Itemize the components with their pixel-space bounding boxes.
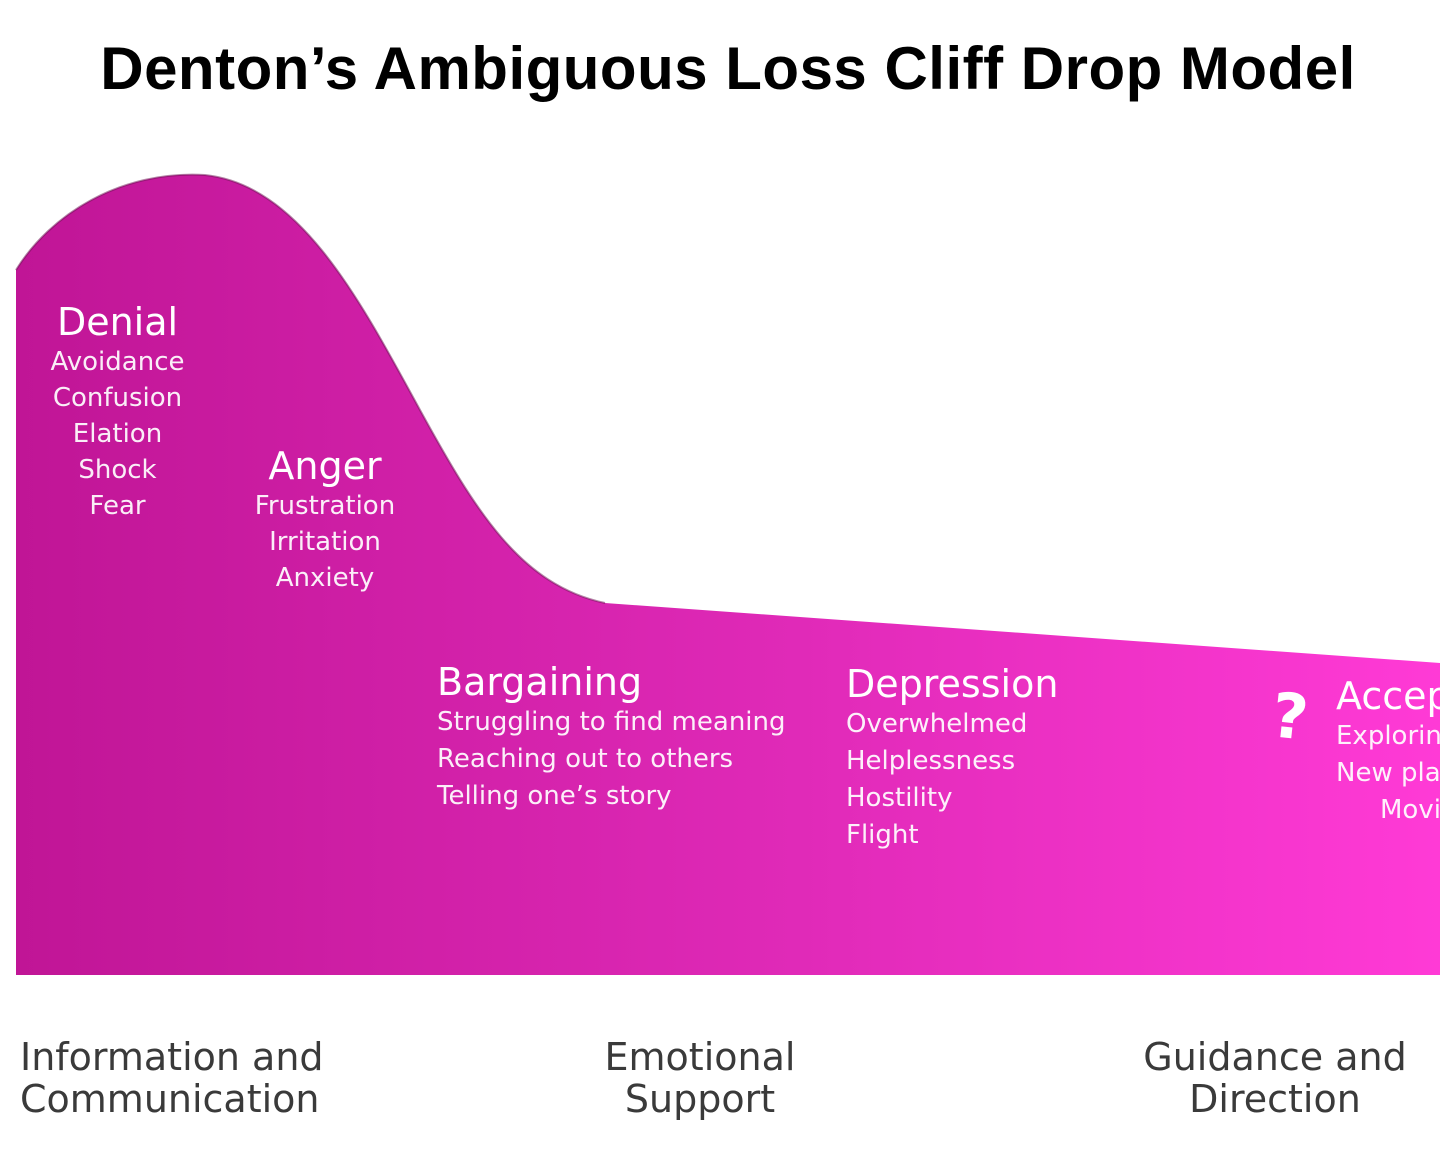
diagram-title: Denton’s Ambiguous Loss Cliff Drop Model	[100, 35, 1356, 102]
stage-item: Elation	[72, 419, 163, 449]
stage-acceptance: Accept Exploring New plan Movin	[1336, 674, 1456, 829]
stage-item: Exploring	[1336, 721, 1456, 751]
stage-item: Shock	[78, 455, 157, 485]
stage-denial: Denial Avoidance Confusion Elation Shock…	[30, 300, 205, 524]
curve-shape	[16, 174, 1440, 975]
support-label-line: Information and	[20, 1035, 324, 1079]
stage-item: Flight	[846, 820, 919, 850]
stage-name: Depression	[846, 662, 1059, 706]
support-label-guidance: Guidance and Direction	[1130, 1036, 1420, 1120]
curve-outline	[15, 173, 606, 604]
stage-item: Irritation	[269, 527, 381, 557]
stage-item: New plan	[1336, 758, 1456, 788]
stage-name: Accept	[1336, 674, 1456, 718]
stage-item: Movin	[1380, 795, 1456, 825]
stage-item: Anxiety	[275, 563, 375, 593]
support-label-emotional: Emotional Support	[560, 1036, 840, 1120]
stage-name: Anger	[268, 444, 382, 488]
stage-item: Telling one’s story	[437, 781, 672, 811]
stage-item: Struggling to find meaning	[437, 707, 786, 737]
support-label-line: Communication	[20, 1077, 320, 1121]
support-label-line: Emotional	[604, 1035, 796, 1079]
stage-item: Overwhelmed	[846, 709, 1028, 739]
stage-item: Reaching out to others	[437, 744, 734, 774]
support-label-line: Direction	[1189, 1077, 1361, 1121]
stage-name: Denial	[56, 300, 179, 344]
stage-name: Bargaining	[437, 660, 643, 704]
support-label-line: Support	[624, 1077, 776, 1121]
stage-anger: Anger Frustration Irritation Anxiety	[240, 444, 410, 596]
stage-item: Frustration	[254, 491, 396, 521]
support-label-line: Guidance and	[1143, 1035, 1407, 1079]
stage-item: Helplessness	[846, 746, 1016, 776]
question-mark-icon: ?	[1268, 678, 1312, 755]
stage-depression: Depression Overwhelmed Helplessness Host…	[846, 662, 1146, 854]
support-label-information: Information and Communication	[20, 1036, 330, 1120]
stage-item: Confusion	[52, 383, 183, 413]
stage-bargaining: Bargaining Struggling to find meaning Re…	[437, 660, 837, 815]
stage-item: Fear	[89, 491, 146, 521]
stage-item: Hostility	[846, 783, 953, 813]
stage-item: Avoidance	[50, 347, 185, 377]
